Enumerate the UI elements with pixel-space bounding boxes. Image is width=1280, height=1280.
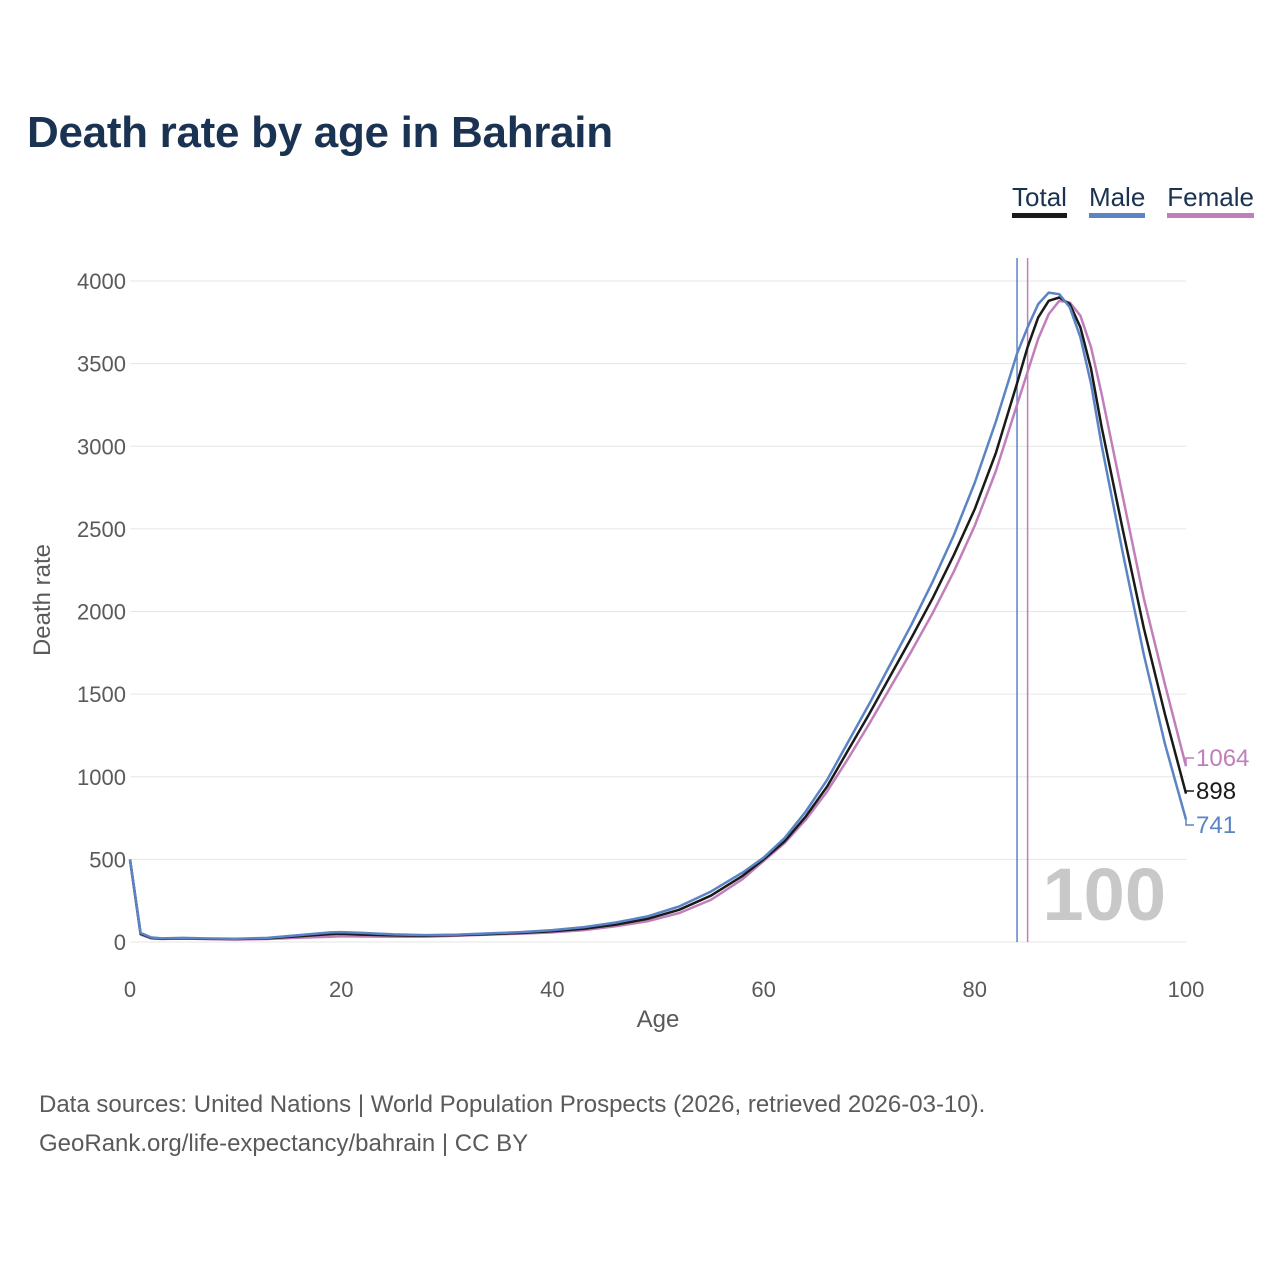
- y-tick-label: 3000: [77, 434, 126, 459]
- y-tick-label: 1000: [77, 765, 126, 790]
- x-tick-label: 0: [124, 977, 136, 1002]
- attribution-text: GeoRank.org/life-expectancy/bahrain | CC…: [39, 1130, 529, 1157]
- y-tick-label: 2500: [77, 517, 126, 542]
- y-tick-label: 500: [89, 847, 126, 872]
- x-tick-label: 20: [329, 977, 353, 1002]
- series-line-male: [128, 291, 1188, 940]
- end-label-connector-male: [1185, 819, 1194, 826]
- y-tick-label: 4000: [77, 269, 126, 294]
- x-tick-label: 60: [751, 977, 775, 1002]
- y-axis-label: Death rate: [29, 544, 56, 656]
- y-tick-label: 0: [114, 930, 126, 955]
- y-tick-label: 3500: [77, 352, 126, 377]
- footer: Data sources: United Nations | World Pop…: [39, 1085, 985, 1163]
- end-label-total: 898: [1196, 778, 1236, 805]
- chart-title: Death rate by age in Bahrain: [27, 108, 613, 157]
- age-marker-label: 100: [1043, 853, 1166, 936]
- x-tick-label: 40: [540, 977, 564, 1002]
- x-tick-label: 80: [963, 977, 987, 1002]
- legend: Total Male Female: [1012, 182, 1254, 218]
- legend-item-female[interactable]: Female: [1167, 182, 1254, 218]
- end-label-connector-total: [1185, 790, 1194, 794]
- end-label-connector-female: [1185, 757, 1194, 767]
- y-tick-label: 1500: [77, 682, 126, 707]
- legend-item-total[interactable]: Total: [1012, 182, 1067, 218]
- y-tick-label: 2000: [77, 600, 126, 625]
- end-label-female: 1064: [1196, 745, 1249, 772]
- legend-item-male[interactable]: Male: [1088, 182, 1146, 218]
- data-source-text: Data sources: United Nations | World Pop…: [39, 1091, 986, 1118]
- end-label-male: 741: [1196, 812, 1236, 839]
- x-tick-label: 100: [1168, 977, 1205, 1002]
- series-line-female: [128, 299, 1188, 941]
- x-axis-label: Age: [637, 1006, 680, 1033]
